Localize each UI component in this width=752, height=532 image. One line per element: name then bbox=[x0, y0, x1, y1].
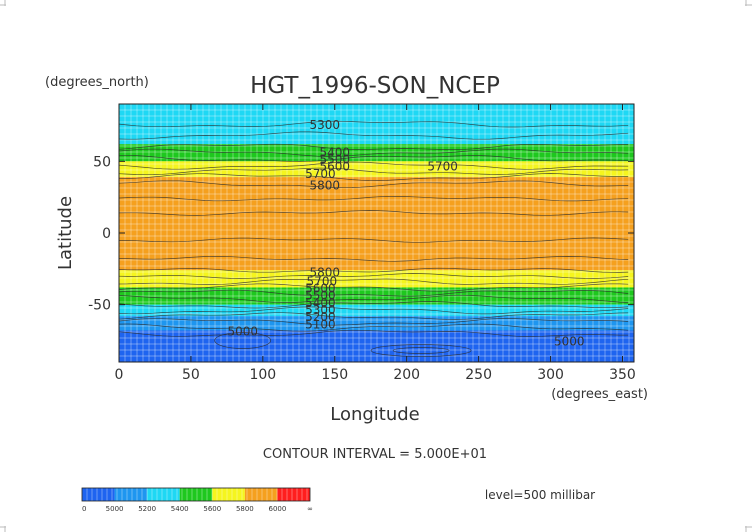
band-3 bbox=[119, 177, 634, 271]
contour-line bbox=[118, 289, 629, 297]
y-axis-label: Latitude bbox=[55, 196, 76, 270]
contour-line bbox=[119, 154, 629, 162]
x-tick-label: 0 bbox=[115, 367, 124, 383]
contour-line bbox=[118, 131, 629, 140]
contour-line bbox=[118, 237, 629, 243]
contour-line bbox=[118, 267, 629, 273]
contour-label: 5000 bbox=[554, 335, 585, 349]
plot-area: 5300540055005600570058005700580057005600… bbox=[88, 103, 636, 383]
x-tick-label: 50 bbox=[182, 367, 200, 383]
contour-line bbox=[118, 210, 629, 216]
colorbar-swatch bbox=[82, 488, 115, 501]
colorbar-label: 5000 bbox=[106, 505, 124, 513]
contour-loop bbox=[370, 344, 472, 357]
colorbar-frame bbox=[81, 487, 311, 502]
contour-line bbox=[118, 301, 629, 309]
y-tick-label: -50 bbox=[88, 298, 111, 314]
contour-label: 5500 bbox=[305, 289, 336, 303]
contour-line bbox=[118, 278, 629, 285]
colorbar-label: 5400 bbox=[171, 505, 189, 513]
colorbar-swatch bbox=[114, 488, 148, 501]
contour-label: 5600 bbox=[305, 281, 336, 295]
contour-line bbox=[118, 312, 629, 320]
level-text: level=500 millibar bbox=[485, 488, 595, 502]
colorbar-grid bbox=[81, 488, 308, 501]
contour-line bbox=[118, 323, 629, 332]
colorbar-label: 5600 bbox=[203, 505, 221, 513]
contour-line bbox=[118, 167, 629, 176]
contour-label: 5300 bbox=[309, 118, 340, 132]
contour-line bbox=[118, 329, 629, 337]
contour-loop bbox=[214, 332, 272, 349]
contour-line bbox=[118, 255, 629, 262]
contour-line bbox=[118, 318, 629, 326]
contour-lines bbox=[118, 120, 629, 357]
colorbar-swatch bbox=[147, 488, 180, 501]
contour-line bbox=[118, 161, 629, 170]
y-tick-label: 50 bbox=[93, 154, 111, 170]
contour-label: 5100 bbox=[305, 317, 336, 331]
chart-title: HGT_1996-SON_NCEP bbox=[250, 73, 500, 99]
contour-label: 5800 bbox=[309, 178, 340, 192]
contour-label: 5700 bbox=[427, 160, 458, 174]
x-axis-label: Longitude bbox=[330, 404, 420, 425]
colorbar-label: 5800 bbox=[236, 505, 254, 513]
contour-label: 5600 bbox=[320, 160, 351, 174]
band-6 bbox=[119, 304, 634, 317]
x-tick-label: 200 bbox=[393, 367, 420, 383]
colorbar-label: 0 bbox=[82, 505, 86, 513]
contour-line bbox=[118, 283, 629, 292]
colorbar-label: ∞ bbox=[307, 505, 313, 513]
colorbar-swatch bbox=[244, 488, 278, 501]
contour-label: 5700 bbox=[307, 274, 338, 288]
colorbar-swatch bbox=[212, 488, 245, 501]
contour-label: 5300 bbox=[305, 303, 336, 317]
contour-line bbox=[118, 273, 629, 279]
contour-line bbox=[118, 120, 629, 128]
colorbar-swatch bbox=[179, 488, 213, 501]
x-tick-label: 150 bbox=[321, 367, 348, 383]
band-0 bbox=[119, 104, 634, 145]
contour-label: 5800 bbox=[309, 266, 340, 280]
x-units-label: (degrees_east) bbox=[551, 387, 648, 402]
contour-label: 5500 bbox=[320, 152, 351, 166]
contour-label: 5200 bbox=[305, 310, 336, 324]
contour-label: 5700 bbox=[305, 167, 336, 181]
contour-label: 5400 bbox=[320, 145, 351, 159]
contour-line bbox=[118, 294, 629, 303]
colorbar: 0 5000 5200 5400 5600 5800 6000 ∞ bbox=[81, 487, 313, 513]
colorbar-swatch bbox=[277, 488, 310, 501]
x-tick-label: 100 bbox=[249, 367, 276, 383]
colorbar-label: 5200 bbox=[138, 505, 156, 513]
contour-line bbox=[118, 143, 629, 150]
contour-line bbox=[118, 173, 629, 181]
y-units-label: (degrees_north) bbox=[45, 75, 149, 90]
band-2 bbox=[119, 161, 634, 178]
contour-line bbox=[118, 180, 629, 189]
contour-line bbox=[118, 195, 629, 202]
contour-label: 5400 bbox=[305, 296, 336, 310]
y-tick-label: 0 bbox=[102, 226, 111, 242]
contour-line bbox=[118, 306, 629, 315]
contour-line bbox=[118, 148, 629, 157]
x-tick-label: 350 bbox=[609, 367, 636, 383]
contour-interval-text: CONTOUR INTERVAL = 5.000E+01 bbox=[263, 447, 487, 462]
contour-label: 5000 bbox=[227, 324, 258, 338]
contour-loop bbox=[392, 347, 450, 354]
colorbar-label: 6000 bbox=[269, 505, 287, 513]
x-tick-label: 300 bbox=[537, 367, 564, 383]
x-tick-label: 250 bbox=[465, 367, 492, 383]
